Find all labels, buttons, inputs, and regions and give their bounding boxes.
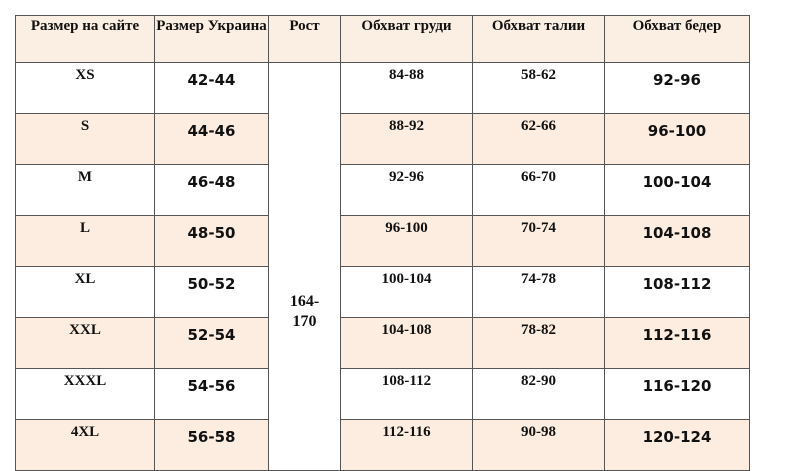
site-size-cell: XL bbox=[15, 266, 155, 318]
waist-cell: 90-98 bbox=[472, 419, 605, 471]
header-chest: Обхват груди bbox=[340, 15, 473, 63]
ukraine-size-cell: 50-52 bbox=[154, 266, 269, 318]
table-row: XXL 52-54 104-108 78-82 112-116 bbox=[15, 317, 750, 369]
ukraine-size-cell: 54-56 bbox=[154, 368, 269, 420]
ukraine-size-cell: 48-50 bbox=[154, 215, 269, 267]
waist-cell: 58-62 bbox=[472, 62, 605, 114]
hips-cell: 92-96 bbox=[604, 62, 750, 114]
waist-cell: 70-74 bbox=[472, 215, 605, 267]
header-height: Рост bbox=[268, 15, 341, 63]
header-waist: Обхват талии bbox=[472, 15, 605, 63]
hips-cell: 104-108 bbox=[604, 215, 750, 267]
hips-cell: 120-124 bbox=[604, 419, 750, 471]
site-size-cell: XXXL bbox=[15, 368, 155, 420]
header-ukraine-size: Размер Украина bbox=[154, 15, 269, 63]
chest-cell: 100-104 bbox=[340, 266, 473, 318]
site-size-cell: XS bbox=[15, 62, 155, 114]
chest-cell: 84-88 bbox=[340, 62, 473, 114]
height-cell: 164- 170 bbox=[268, 62, 341, 471]
chest-cell: 112-116 bbox=[340, 419, 473, 471]
table-row: XXXL 54-56 108-112 82-90 116-120 bbox=[15, 368, 750, 420]
hips-cell: 108-112 bbox=[604, 266, 750, 318]
table-row: S 44-46 88-92 62-66 96-100 bbox=[15, 113, 750, 165]
hips-cell: 100-104 bbox=[604, 164, 750, 216]
ukraine-size-cell: 52-54 bbox=[154, 317, 269, 369]
chest-cell: 96-100 bbox=[340, 215, 473, 267]
ukraine-size-cell: 56-58 bbox=[154, 419, 269, 471]
table-row: XL 50-52 100-104 74-78 108-112 bbox=[15, 266, 750, 318]
waist-cell: 66-70 bbox=[472, 164, 605, 216]
table-row: L 48-50 96-100 70-74 104-108 bbox=[15, 215, 750, 267]
site-size-cell: L bbox=[15, 215, 155, 267]
table-row: 4XL 56-58 112-116 90-98 120-124 bbox=[15, 419, 750, 471]
header-hips: Обхват бедер bbox=[604, 15, 750, 63]
site-size-cell: XXL bbox=[15, 317, 155, 369]
table-row: M 46-48 92-96 66-70 100-104 bbox=[15, 164, 750, 216]
chest-cell: 92-96 bbox=[340, 164, 473, 216]
size-chart-table: Размер на сайте Размер Украина Рост Обхв… bbox=[15, 15, 750, 471]
waist-cell: 78-82 bbox=[472, 317, 605, 369]
chest-cell: 108-112 bbox=[340, 368, 473, 420]
table-row: XS 42-44 164- 170 84-88 58-62 92-96 bbox=[15, 62, 750, 471]
hips-cell: 96-100 bbox=[604, 113, 750, 165]
waist-cell: 62-66 bbox=[472, 113, 605, 165]
hips-cell: 112-116 bbox=[604, 317, 750, 369]
site-size-cell: M bbox=[15, 164, 155, 216]
hips-cell: 116-120 bbox=[604, 368, 750, 420]
waist-cell: 82-90 bbox=[472, 368, 605, 420]
header-site-size: Размер на сайте bbox=[15, 15, 155, 63]
ukraine-size-cell: 44-46 bbox=[154, 113, 269, 165]
site-size-cell: 4XL bbox=[15, 419, 155, 471]
header-row: Размер на сайте Размер Украина Рост Обхв… bbox=[15, 15, 750, 63]
chest-cell: 88-92 bbox=[340, 113, 473, 165]
waist-cell: 74-78 bbox=[472, 266, 605, 318]
ukraine-size-cell: 42-44 bbox=[154, 62, 269, 114]
chest-cell: 104-108 bbox=[340, 317, 473, 369]
ukraine-size-cell: 46-48 bbox=[154, 164, 269, 216]
site-size-cell: S bbox=[15, 113, 155, 165]
